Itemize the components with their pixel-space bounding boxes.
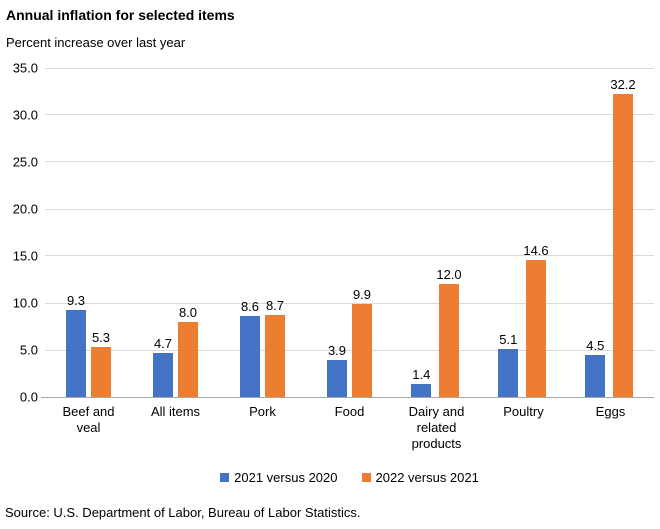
bar <box>439 284 459 397</box>
y-axis-tick-label: 0.0 <box>19 389 38 405</box>
bar-group: 9.3 5.3 <box>45 68 132 397</box>
plot-area: 35.0 30.0 25.0 20.0 15.0 10.0 5.0 0.0 9.3 5.3 4.7 8… <box>13 61 654 451</box>
chart-title: Annual inflation for selected items <box>6 7 235 23</box>
bar-group: 5.1 14.6 <box>480 68 567 397</box>
data-label: 8.0 <box>178 304 198 320</box>
data-label: 4.5 <box>586 337 605 353</box>
category-label-text: Eggs <box>595 404 626 419</box>
gridline <box>45 255 654 257</box>
bar-group: 1.4 12.0 <box>393 68 480 397</box>
bar-with-label: 4.7 <box>153 68 173 397</box>
legend-label: 2022 versus 2021 <box>375 470 479 485</box>
bar <box>91 347 111 397</box>
bar-group: 3.9 9.9 <box>306 68 393 397</box>
bar-with-label: 8.7 <box>265 68 285 397</box>
bar-group: 4.5 32.2 <box>567 68 654 397</box>
bar <box>240 316 260 397</box>
data-label: 12.0 <box>436 267 462 283</box>
y-axis-tick-label: 10.0 <box>12 295 38 311</box>
x-axis-tick-label: Dairy and related products <box>393 397 480 452</box>
bar-with-label: 9.9 <box>352 68 372 397</box>
data-label: 8.6 <box>240 299 260 315</box>
bar <box>153 352 173 397</box>
gridline <box>45 208 654 210</box>
gridline <box>45 114 654 116</box>
y-axis-tick-label: 35.0 <box>12 60 38 76</box>
y-axis-tick-label: 30.0 <box>12 107 38 123</box>
bar-with-label: 9.3 <box>66 68 86 397</box>
category-label-text: Food <box>334 404 365 419</box>
bar <box>613 94 633 397</box>
bar-group: 4.7 8.0 <box>132 68 219 397</box>
x-axis-tick-label: Beef and veal <box>45 397 132 452</box>
category-label-text: Dairy and related products <box>408 404 465 451</box>
data-label: 5.3 <box>91 330 111 346</box>
data-label: 3.9 <box>327 343 347 359</box>
category-label-text: Beef and veal <box>62 404 115 435</box>
bar-with-label: 5.3 <box>91 68 111 397</box>
data-label: 32.2 <box>610 77 636 93</box>
legend-swatch-icon <box>220 473 230 482</box>
chart-subtitle: Percent increase over last year <box>6 35 186 50</box>
bar <box>327 360 347 397</box>
x-axis-tick-label: Pork <box>219 397 306 452</box>
bar <box>526 259 546 397</box>
bar <box>66 309 86 397</box>
bar-with-label: 4.5 <box>585 68 606 397</box>
bar-with-label: 3.9 <box>327 68 347 397</box>
x-axis-tick-label: Eggs <box>567 397 654 452</box>
gridline <box>45 349 654 351</box>
bar <box>411 383 432 397</box>
data-label: 9.3 <box>66 292 86 308</box>
bar <box>178 321 198 397</box>
bar <box>265 315 285 397</box>
chart-legend: 2021 versus 2020 2022 versus 2021 <box>45 470 654 485</box>
y-axis-tick-label: 5.0 <box>19 342 38 358</box>
data-label: 14.6 <box>523 242 549 258</box>
x-axis-tick-label: Food <box>306 397 393 452</box>
data-label: 1.4 <box>412 366 431 382</box>
bar-with-label: 12.0 <box>436 68 462 397</box>
bar <box>498 349 519 397</box>
x-axis-tick-label: All items <box>132 397 219 452</box>
legend-item: 2021 versus 2020 <box>220 470 338 485</box>
bar-with-label: 1.4 <box>411 68 432 397</box>
legend-label: 2021 versus 2020 <box>234 470 338 485</box>
data-label: 8.7 <box>265 298 285 314</box>
category-label-text: Pork <box>249 404 276 419</box>
y-axis-tick-label: 15.0 <box>12 248 38 264</box>
category-label-text: Poultry <box>503 404 544 419</box>
gridline <box>45 302 654 304</box>
data-label: 4.7 <box>153 335 173 351</box>
x-axis-line <box>41 396 654 398</box>
bar-with-label: 8.6 <box>240 68 260 397</box>
bar-groups: 9.3 5.3 4.7 8.0 8.6 8.7 3.9 9.9 1.4 12.0 5.1 14.6 4.… <box>45 68 654 397</box>
y-axis-tick-label: 25.0 <box>12 154 38 170</box>
bar <box>585 354 606 397</box>
gridline <box>45 67 654 69</box>
bar-with-label: 14.6 <box>523 68 549 397</box>
x-axis-tick-label: Poultry <box>480 397 567 452</box>
data-label: 5.1 <box>499 332 518 348</box>
bar-with-label: 5.1 <box>498 68 519 397</box>
source-note: Source: U.S. Department of Labor, Bureau… <box>5 505 361 520</box>
bar <box>352 303 372 397</box>
bar-group: 8.6 8.7 <box>219 68 306 397</box>
gridline <box>45 161 654 163</box>
category-label-text: All items <box>150 404 201 419</box>
y-axis-tick-label: 20.0 <box>12 201 38 217</box>
bar-with-label: 32.2 <box>610 68 636 397</box>
legend-swatch-icon <box>361 473 371 482</box>
bar-with-label: 8.0 <box>178 68 198 397</box>
data-label: 9.9 <box>352 286 372 302</box>
legend-item: 2022 versus 2021 <box>361 470 479 485</box>
x-axis-labels: Beef and veal All items Pork Food Dairy and … <box>45 397 654 452</box>
